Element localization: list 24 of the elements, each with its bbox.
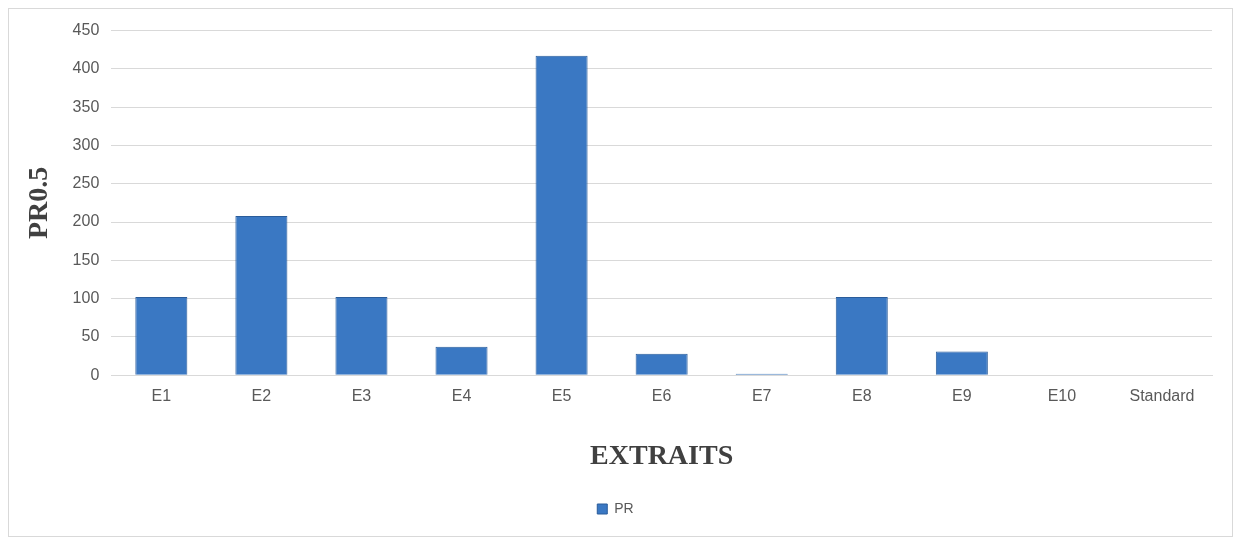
x-tick-label: E1 [151, 387, 172, 405]
y-tick-label: 100 [72, 289, 100, 307]
y-tick-label: 150 [72, 250, 100, 268]
y-tick-label: 300 [72, 135, 100, 153]
x-tick-label: E4 [451, 387, 472, 405]
x-axis-title: EXTRAITS [590, 439, 734, 471]
legend-label: PR [614, 499, 634, 516]
y-tick-label: 200 [72, 212, 100, 230]
x-tick-label: E7 [751, 387, 772, 405]
y-tick-label: 350 [72, 97, 100, 115]
y-tick-label: 250 [72, 174, 100, 192]
x-tick-label: E2 [251, 387, 272, 405]
x-tick-label: E5 [551, 387, 572, 405]
x-tick-label: E9 [952, 387, 972, 405]
x-tick-label: E3 [351, 387, 372, 405]
x-tick-label: E6 [651, 387, 672, 405]
y-tick-label: 50 [81, 327, 100, 345]
y-tick-label: 0 [90, 365, 100, 383]
x-tick-label: Standard [1129, 387, 1195, 405]
y-tick-label: 400 [72, 59, 100, 77]
y-axis-title: PR0.5 [22, 166, 54, 240]
x-tick-label: E8 [851, 387, 872, 405]
y-tick-label: 450 [72, 21, 100, 39]
x-tick-label: E10 [1047, 387, 1077, 405]
